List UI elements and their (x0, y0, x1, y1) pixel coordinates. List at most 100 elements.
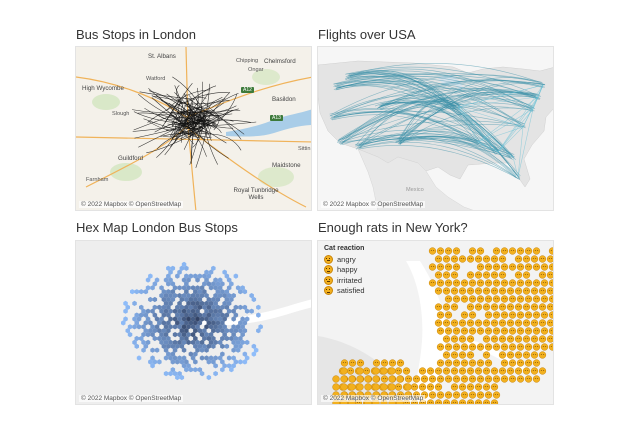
cat-face-eye (534, 313, 536, 315)
cat-face-marker (452, 391, 461, 399)
hexbin (152, 281, 158, 287)
map-attribution[interactable]: © 2022 Mapbox © OpenStreetMap (79, 395, 184, 402)
cat-face-eye (521, 313, 523, 315)
hexbin (168, 339, 173, 345)
cat-face-eye (471, 289, 473, 291)
hexbin (184, 281, 189, 287)
cat-face-eye (503, 321, 505, 323)
map-canvas[interactable] (76, 241, 312, 405)
cat-face-eye (497, 393, 499, 395)
cat-face-marker (522, 335, 531, 343)
map-flights-usa[interactable]: Mexico © 2022 Mapbox © OpenStreetMap (317, 46, 554, 211)
hexbin (224, 296, 230, 303)
cat-face-eye (462, 313, 464, 315)
flight-route (399, 90, 541, 145)
place-label: Maidstone (272, 162, 301, 169)
hexbin (193, 273, 198, 279)
hexbin (159, 339, 164, 345)
map-rats-new-york[interactable]: Cat reaction angry happy irritated satis… (317, 240, 554, 405)
cat-face-eye (543, 337, 545, 339)
map-canvas[interactable] (76, 47, 312, 211)
hexbin (224, 343, 230, 349)
cat-face-marker (490, 303, 499, 311)
cat-face-marker (444, 359, 453, 367)
map-bus-stops-london[interactable]: St. Albans Chipping Chelmsford Ongar Hig… (75, 46, 312, 211)
cat-face-marker (484, 327, 493, 335)
hexbin (188, 296, 194, 303)
cat-face-marker (538, 287, 547, 295)
cat-face-eye (524, 289, 526, 291)
hexbin (179, 374, 185, 381)
map-attribution[interactable]: © 2022 Mapbox © OpenStreetMap (79, 201, 184, 208)
cat-face-eye (503, 257, 505, 259)
hexbin (184, 265, 189, 271)
hexbin (233, 328, 239, 334)
cat-face-eye (441, 361, 443, 363)
cat-face-eye (521, 329, 523, 331)
hexbin (179, 304, 185, 310)
cat-face-eye (447, 369, 449, 371)
map-canvas[interactable] (318, 47, 554, 211)
cat-face-eye (540, 273, 542, 275)
cat-face-marker (394, 367, 403, 375)
cat-face-eye (519, 273, 521, 275)
hexbin (251, 296, 257, 303)
cat-face-eye (511, 353, 513, 355)
cat-face-marker (546, 271, 553, 279)
cat-face-eye (436, 289, 438, 291)
legend-item-happy[interactable]: happy (324, 265, 365, 276)
cat-face-eye (550, 313, 552, 315)
cat-face-eye (452, 401, 454, 403)
legend-item-satisfied[interactable]: satisfied (324, 286, 365, 297)
bus-route (205, 133, 242, 151)
hexbin (202, 281, 207, 287)
flight-route (537, 84, 544, 98)
cat-face-marker (348, 375, 356, 383)
cat-face-eye (430, 393, 432, 395)
map-canvas[interactable] (318, 241, 554, 405)
cat-face-marker (490, 287, 499, 295)
map-attribution[interactable]: © 2022 Mapbox © OpenStreetMap (321, 201, 426, 208)
hexbin (168, 355, 173, 361)
cat-face-eye (417, 393, 419, 395)
cat-face-eye (345, 361, 347, 363)
cat-face-marker (524, 279, 533, 287)
cat-face-marker (492, 279, 501, 287)
hexbin (188, 304, 194, 310)
cat-face-eye (342, 361, 344, 363)
legend-item-angry[interactable]: angry (324, 254, 365, 265)
cat-face-eye (532, 369, 534, 371)
cat-face-eye (534, 249, 536, 251)
legend-item-irritated[interactable]: irritated (324, 275, 365, 286)
cat-face-eye (508, 321, 510, 323)
hexbin (204, 316, 209, 322)
cat-face-eye (447, 337, 449, 339)
hexbin (123, 300, 128, 306)
cat-face-eye (529, 281, 531, 283)
cat-face-eye (439, 369, 441, 371)
cat-face-eye (404, 369, 406, 371)
cat-face-eye (454, 377, 456, 379)
flight-route (517, 126, 524, 178)
flight-route (348, 69, 499, 151)
cat-face-eye (476, 257, 478, 259)
hexbin (161, 320, 167, 326)
hexbin (242, 320, 248, 326)
hexbin (224, 289, 230, 295)
hexbin (163, 300, 169, 306)
cat-face-eye (516, 289, 518, 291)
cat-face-marker (530, 351, 539, 359)
cat-face-eye (454, 265, 456, 267)
hexbin (213, 300, 218, 306)
hexbin (125, 328, 130, 334)
map-hex-london[interactable]: © 2022 Mapbox © OpenStreetMap (75, 240, 312, 405)
hexbin (170, 367, 176, 373)
bus-route (181, 104, 184, 125)
cat-face-marker (522, 287, 531, 295)
cat-face-marker (436, 247, 445, 255)
map-attribution[interactable]: © 2022 Mapbox © OpenStreetMap (321, 395, 426, 402)
hexbin (208, 332, 214, 338)
hexbin (188, 273, 194, 279)
bus-route (137, 112, 180, 122)
cat-face-marker (500, 279, 509, 287)
